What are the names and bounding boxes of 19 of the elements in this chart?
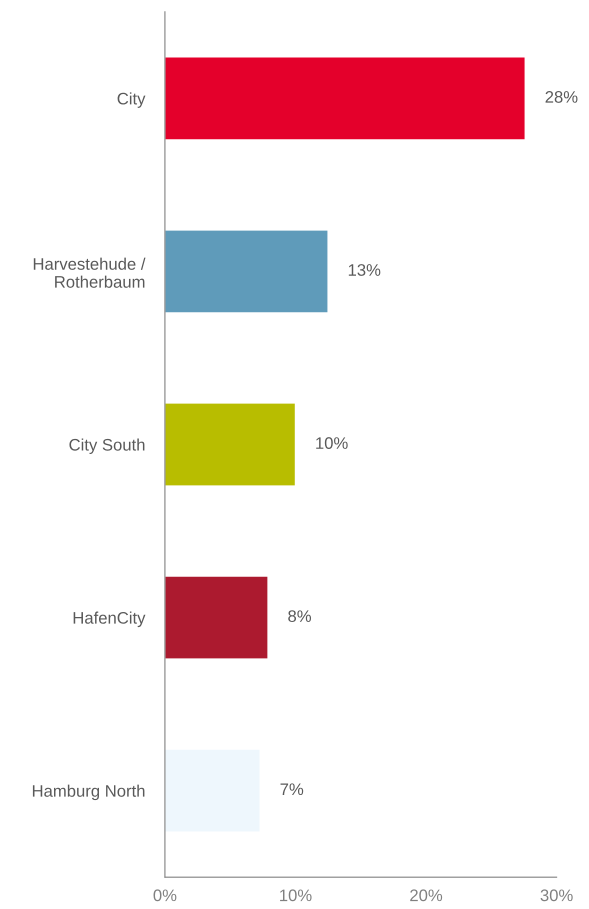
y-tick-label: City: [118, 92, 146, 108]
bar: [164, 575, 269, 660]
data-label: 7%: [280, 783, 304, 796]
data-label: 13%: [348, 264, 380, 276]
bar: [164, 56, 526, 141]
x-tick-label: 0%: [154, 889, 176, 902]
y-tick-label: HafenCity: [74, 612, 146, 628]
x-tick-label: 10%: [280, 889, 312, 902]
x-tick-label: 20%: [410, 889, 442, 902]
y-tick-label: Hamburg North: [32, 784, 144, 800]
bar: [164, 748, 261, 833]
data-label: 28%: [546, 91, 578, 103]
y-tick-label: Harvestehude / Rotherbaum: [34, 258, 146, 288]
data-label: 10%: [316, 437, 348, 449]
y-tick-label: City South: [69, 438, 144, 454]
bar: [164, 229, 329, 314]
bar: [164, 402, 296, 487]
data-label: 8%: [288, 610, 312, 622]
x-tick-label: 30%: [540, 889, 573, 902]
